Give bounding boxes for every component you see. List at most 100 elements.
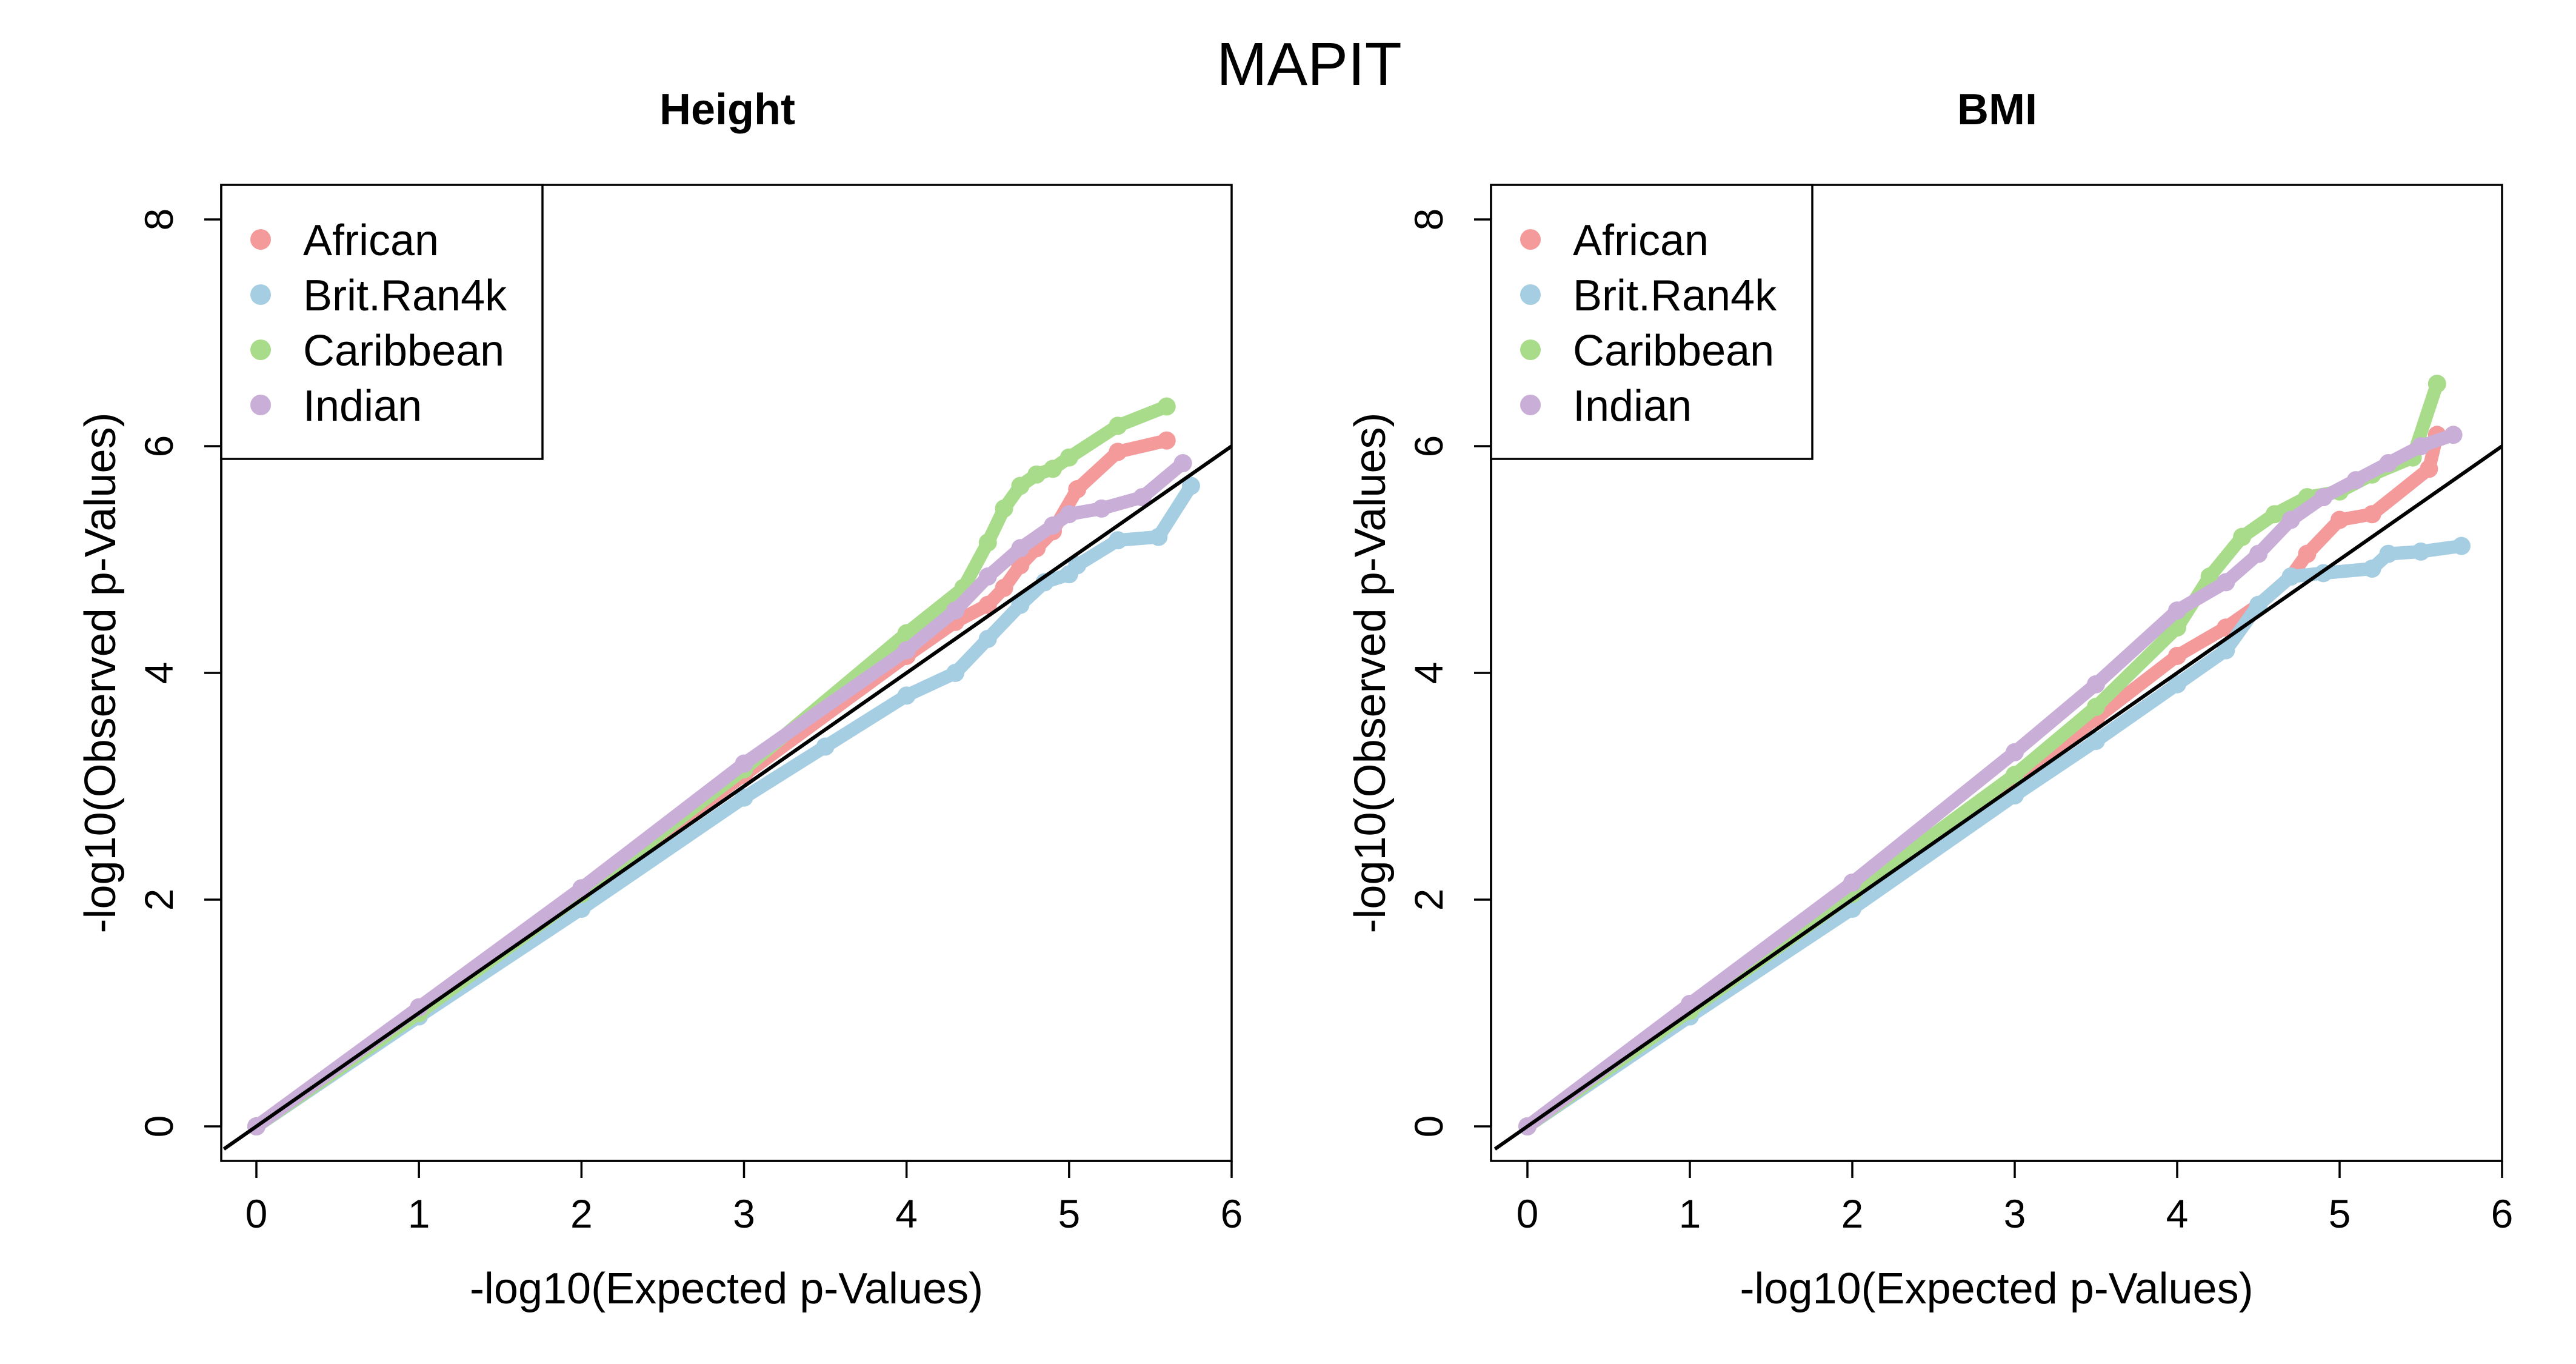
data-point	[2168, 646, 2186, 665]
data-point	[897, 641, 916, 660]
x-tick-label: 6	[1221, 1191, 1243, 1236]
legend-box	[220, 184, 544, 460]
legend-label: Brit.Ran4k	[1573, 272, 1777, 320]
y-tick-label: 6	[1406, 435, 1451, 458]
legend-item: African	[1520, 216, 1709, 265]
data-point	[2168, 601, 2186, 620]
data-point	[1068, 480, 1087, 499]
x-axis-label: -log10(Expected p-Values)	[1740, 1265, 2253, 1313]
legend-item: Caribbean	[1520, 327, 1774, 375]
chart-panels: Height 0 1 2 3 4 5 6 -log10(Expected p-Values) 0 2…	[76, 85, 2513, 1313]
legend-item: Indian	[250, 382, 422, 430]
data-point	[2428, 375, 2446, 393]
data-point	[816, 737, 835, 756]
data-point	[2249, 544, 2267, 563]
data-point	[2168, 675, 2186, 694]
data-point	[978, 595, 997, 614]
data-point	[735, 788, 753, 807]
x-axis-label: -log10(Expected p-Values)	[470, 1265, 983, 1313]
chart-panel-height: Height 0 1 2 3 4 5 6 -log10(Expected p-Values) 0 2…	[76, 85, 1243, 1313]
legend-item: Caribbean	[250, 327, 504, 375]
y-tick-label: 0	[136, 1115, 181, 1138]
y-tick-label: 4	[1406, 662, 1451, 684]
data-point	[897, 624, 916, 643]
data-point	[897, 686, 916, 705]
y-axis-label: -log10(Observed p-Values)	[76, 412, 125, 933]
y-tick-label: 2	[136, 889, 181, 911]
data-point	[1059, 505, 1078, 524]
data-point	[2217, 618, 2235, 637]
legend-marker	[250, 339, 271, 360]
plot-area	[1493, 375, 2502, 1151]
data-point	[1011, 539, 1030, 558]
data-point	[1157, 397, 1176, 416]
x-tick-label: 0	[1517, 1191, 1539, 1236]
series-brit-ran4k	[247, 476, 1200, 1135]
panel-title: BMI	[1957, 85, 2037, 134]
x-tick-label: 0	[245, 1191, 268, 1236]
data-point	[2379, 544, 2398, 563]
data-point	[2217, 573, 2235, 592]
data-point	[2298, 544, 2317, 563]
data-point	[1157, 431, 1176, 450]
data-point	[946, 601, 965, 620]
series-indian	[247, 454, 1192, 1135]
y-axis: 0 2 4 6 8 -log10(Observed p-Values)	[1346, 209, 1492, 1138]
y-axis-label: -log10(Observed p-Values)	[1346, 412, 1395, 933]
data-point	[2281, 567, 2300, 586]
data-point	[2331, 510, 2349, 529]
legend-marker	[250, 229, 271, 250]
data-point	[1044, 460, 1063, 478]
data-point	[2420, 460, 2438, 478]
legend-label: Indian	[1573, 382, 1692, 430]
legend: African Brit.Ran4k Caribbean Indian	[1490, 184, 1814, 460]
data-point	[2444, 426, 2463, 444]
legend-label: Indian	[303, 382, 422, 430]
data-point	[946, 664, 965, 682]
data-point	[735, 754, 753, 773]
data-point	[1109, 416, 1127, 435]
data-point	[2087, 732, 2105, 751]
panel-title: Height	[659, 85, 795, 134]
legend-marker	[1520, 229, 1541, 250]
data-point	[2412, 437, 2430, 455]
data-point	[2314, 488, 2333, 507]
legend-item: Indian	[1520, 382, 1692, 430]
data-point	[1109, 531, 1127, 550]
data-point	[2379, 454, 2398, 473]
data-point	[1011, 595, 1030, 614]
data-point	[2249, 595, 2267, 614]
x-tick-label: 4	[2166, 1191, 2189, 1236]
reference-line	[1493, 444, 2502, 1151]
y-tick-label: 6	[136, 435, 181, 458]
x-axis: 0 1 2 3 4 5 6 -log10(Expected p-Values)	[245, 1160, 1243, 1313]
x-tick-label: 3	[733, 1191, 755, 1236]
legend-label: Caribbean	[303, 327, 504, 375]
legend-item: African	[250, 216, 439, 265]
legend-marker	[1520, 284, 1541, 305]
data-point	[1068, 556, 1087, 575]
legend: African Brit.Ran4k Caribbean Indian	[220, 184, 544, 460]
data-point	[2412, 542, 2430, 561]
x-tick-label: 4	[895, 1191, 918, 1236]
y-tick-label: 0	[1406, 1115, 1451, 1138]
legend-item: Brit.Ran4k	[250, 272, 507, 320]
legend-label: Brit.Ran4k	[303, 272, 507, 320]
data-point	[572, 879, 591, 898]
data-point	[2265, 505, 2284, 524]
data-point	[1181, 476, 1200, 495]
data-point	[2087, 698, 2105, 717]
reference-line	[222, 444, 1232, 1151]
data-point	[1059, 448, 1078, 467]
plot-area	[222, 397, 1232, 1151]
data-point	[1133, 488, 1152, 507]
x-axis: 0 1 2 3 4 5 6 -log10(Expected p-Values)	[1517, 1160, 2513, 1313]
legend-box	[1490, 184, 1814, 460]
data-point	[978, 567, 997, 586]
x-tick-label: 5	[1058, 1191, 1080, 1236]
chart-panel-bmi: BMI 0 1 2 3 4 5 6 -log10(Expected p-Values) 0 2 4 6 8…	[1346, 85, 2513, 1313]
y-tick-label: 8	[136, 209, 181, 231]
data-point	[1843, 873, 1861, 892]
x-tick-label: 5	[2329, 1191, 2351, 1236]
